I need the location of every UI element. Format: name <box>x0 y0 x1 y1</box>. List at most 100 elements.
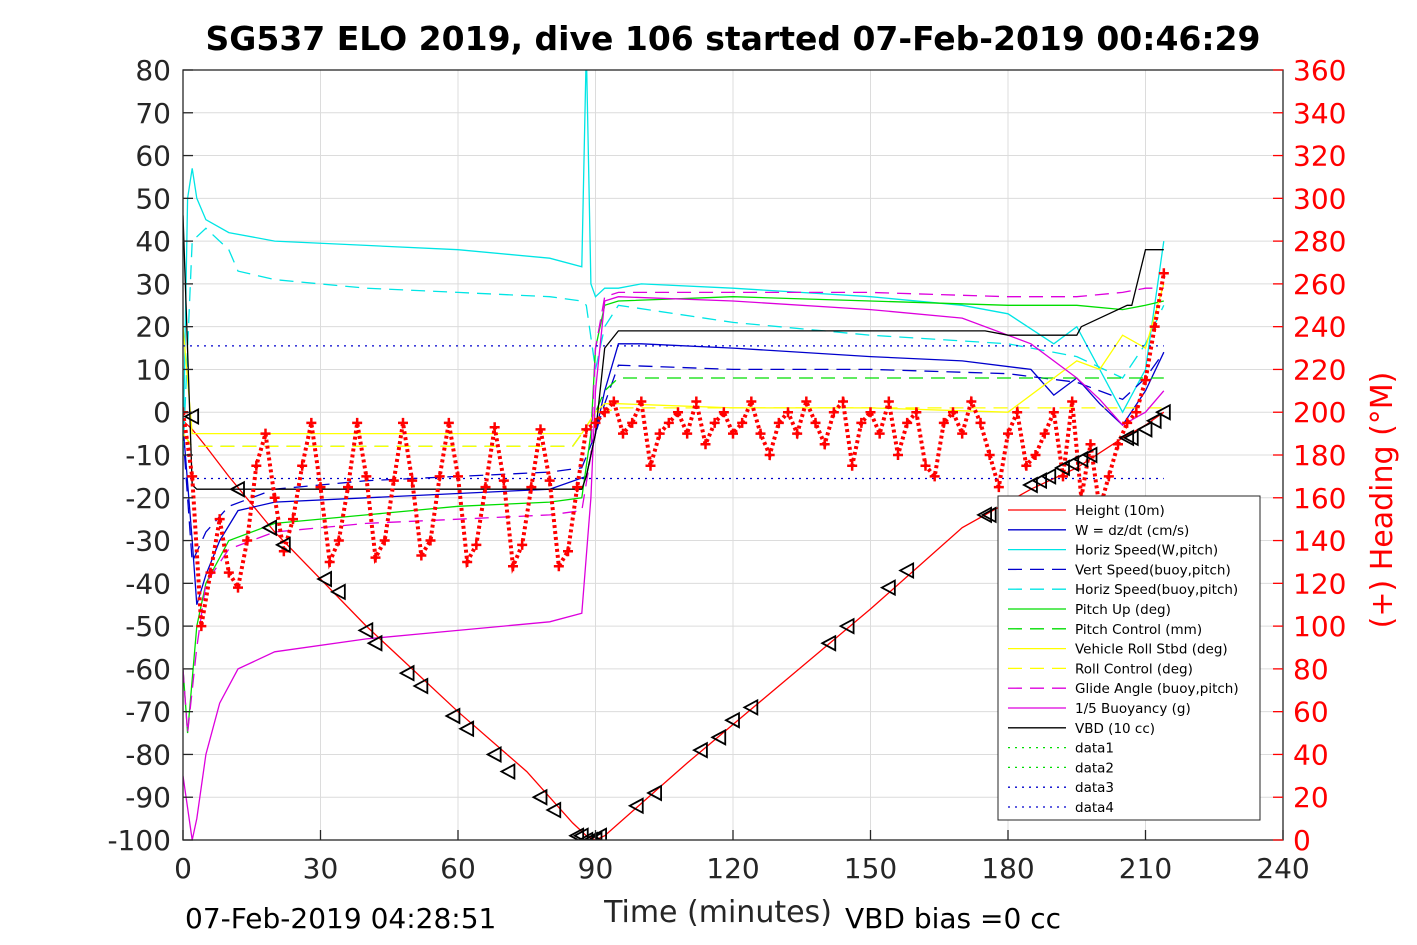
heading-marker <box>1122 417 1133 428</box>
heading-marker <box>810 417 821 428</box>
depth-marker <box>398 664 415 682</box>
x-tick-label: 60 <box>440 852 476 885</box>
heading-marker <box>948 407 958 418</box>
y2-tick-label: 360 <box>1293 54 1346 87</box>
y2-tick-label: 240 <box>1293 311 1346 344</box>
y-tick-label: -60 <box>125 653 171 686</box>
plot-area <box>183 70 1171 840</box>
y2-tick-label: 280 <box>1293 225 1346 258</box>
heading-marker <box>398 417 408 428</box>
depth-marker <box>627 797 644 815</box>
x-tick-label: 210 <box>1119 852 1172 885</box>
heading-marker <box>783 407 793 418</box>
series-line <box>183 227 1165 456</box>
heading-marker <box>764 450 775 460</box>
depth-marker <box>183 407 200 426</box>
heading-marker <box>1158 268 1169 279</box>
heading-marker <box>407 475 418 486</box>
legend-label: Glide Angle (buoy,pitch) <box>1075 681 1239 697</box>
y2-tick-label: 160 <box>1293 482 1346 515</box>
depth-marker <box>1136 420 1153 438</box>
depth-marker <box>1154 403 1171 421</box>
depth-marker <box>1031 472 1047 490</box>
heading-marker <box>883 396 894 407</box>
heading-marker <box>1067 396 1078 407</box>
heading-marker <box>343 482 353 493</box>
heading-marker <box>755 428 766 439</box>
depth-marker <box>1118 429 1135 447</box>
heading-marker <box>1113 439 1123 450</box>
heading-marker <box>1048 407 1059 418</box>
legend-label: data1 <box>1075 741 1114 757</box>
heading-marker <box>975 417 986 428</box>
depth-marker <box>357 621 374 639</box>
heading-marker <box>682 428 693 439</box>
heading-marker <box>728 428 738 439</box>
heading-marker <box>838 396 848 407</box>
heading-marker <box>242 535 253 546</box>
depth-marker <box>980 506 997 524</box>
heading-marker <box>957 428 968 439</box>
heading-marker <box>544 475 555 486</box>
heading-marker <box>333 535 344 546</box>
y2-axis-label: (+) Heading (°M) <box>1365 372 1400 629</box>
depth-marker <box>316 570 332 588</box>
depth-marker <box>591 827 607 840</box>
y-tick-label: 70 <box>135 97 171 130</box>
heading-marker <box>627 417 638 428</box>
heading-marker <box>618 428 628 439</box>
heading-marker <box>498 475 509 486</box>
depth-marker <box>412 677 429 695</box>
heading-marker <box>269 492 280 503</box>
y-tick-label: 20 <box>135 311 171 344</box>
chart-title: SG537 ELO 2019, dive 106 started 07-Feb-… <box>206 19 1261 58</box>
heading-marker <box>370 552 381 563</box>
heading-marker <box>654 428 665 439</box>
depth-marker <box>582 831 598 840</box>
heading-marker <box>773 417 784 428</box>
heading-marker <box>425 535 436 546</box>
legend-label: data3 <box>1075 780 1114 796</box>
heading-marker <box>984 450 995 460</box>
x-tick-label: 90 <box>578 852 614 885</box>
series-line <box>183 377 1164 448</box>
heading-marker <box>856 417 867 428</box>
heading-marker <box>911 407 922 418</box>
heading-marker <box>865 407 876 418</box>
depth-marker <box>485 745 502 763</box>
series-line <box>183 215 1164 490</box>
heading-marker <box>645 460 656 471</box>
heading-marker <box>352 417 363 428</box>
y-tick-label: 10 <box>135 353 171 386</box>
y-tick-label: -10 <box>125 439 171 472</box>
heading-marker <box>306 417 317 428</box>
heading-marker <box>260 428 271 439</box>
y-tick-label: -40 <box>125 567 171 600</box>
heading-marker <box>535 424 546 435</box>
depth-marker <box>1063 455 1080 473</box>
y-tick-label: -30 <box>125 525 171 558</box>
heading-marker <box>489 422 500 433</box>
heading-marker <box>599 407 610 418</box>
y-tick-label: -50 <box>125 610 171 643</box>
heading-marker <box>553 561 564 572</box>
y2-tick-label: 200 <box>1293 396 1346 429</box>
heading-marker <box>233 582 243 593</box>
heading-marker <box>608 396 619 407</box>
x-axis: 0 30 60 90 120 150 180 210 240 <box>174 830 1310 885</box>
series-line <box>183 296 1164 734</box>
heading-marker <box>993 482 1004 493</box>
y2-tick-label: 80 <box>1293 653 1329 686</box>
heading-marker <box>1131 407 1142 418</box>
legend: Height (10m) W = dz/dt (cm/s) Horiz Speed(… <box>997 495 1261 821</box>
heading-marker <box>966 396 977 407</box>
x-tick-label: 180 <box>981 852 1034 885</box>
depth-marker <box>1022 476 1038 494</box>
heading-marker <box>251 460 262 471</box>
heading-marker <box>801 396 812 407</box>
footer-timestamp: 07-Feb-2019 04:28:51 <box>185 902 496 935</box>
heading-marker <box>1039 428 1050 439</box>
x-tick-label: 120 <box>706 852 759 885</box>
heading-marker <box>517 539 528 550</box>
y-tick-label: -90 <box>125 781 171 814</box>
